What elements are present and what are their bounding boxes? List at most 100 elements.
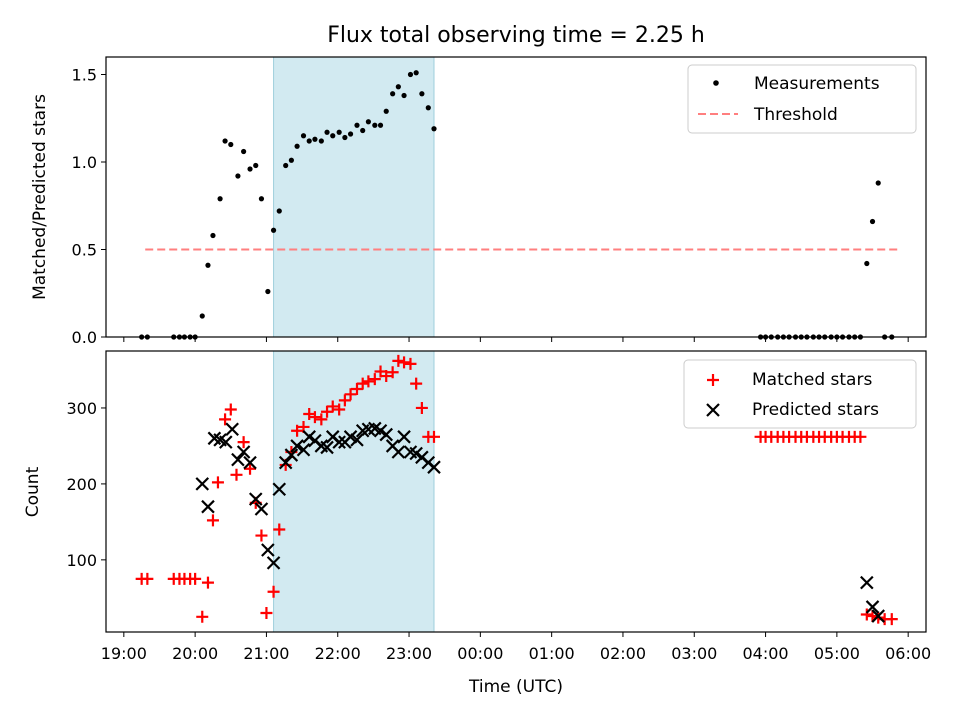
bottom-legend-box [683,359,917,429]
y-tick-label: 300 [66,399,97,418]
predicted-star-point [272,482,287,496]
measurement-point [419,91,425,97]
matched-star-point [230,468,243,481]
predicted-star-point [320,440,334,455]
bottom-x-ticks: 19:00 20:00 21:00 22:00 23:00 00:00 01:00 02:00… [101,632,931,663]
matched-star-point [404,357,417,370]
measurement-point [395,84,401,90]
chart-title: Flux total observing time = 2.25 h [327,23,705,48]
matched-star-point [392,354,405,367]
measurement-point [235,173,241,179]
measurement-point [347,131,354,137]
measurement-point [342,134,348,141]
x-tick-label: 20:00 [172,644,218,663]
predicted-star-point [219,435,233,449]
predicted-star-point [391,445,406,459]
y-tick-label: 1.0 [72,153,97,172]
matched-star-point [885,613,898,626]
measurement-point [222,138,228,144]
matched-star-point [141,572,154,585]
measurement-point [265,288,271,295]
predicted-star-point [243,455,257,470]
measurement-point [407,71,414,78]
y-tick-label: 0.5 [72,241,97,260]
measurement-point [312,136,318,142]
measurement-point [431,126,437,132]
bottom-legend: Matched stars Predicted stars [683,359,917,429]
predicted-star-point [865,600,880,614]
x-tick-label: 02:00 [600,644,646,663]
measurement-point [318,138,324,144]
measurement-point [247,166,253,172]
measurement-point [306,138,312,144]
bottom-points-layer [135,354,898,626]
matched-star-point [326,400,339,413]
matched-star-point [315,413,328,426]
x-tick-label: 23:00 [386,644,432,663]
predicted-star-point [860,575,874,590]
measurement-point [425,105,431,111]
matched-star-point [866,610,879,623]
x-tick-label: 21:00 [243,644,289,663]
predicted-star-point [397,430,411,444]
bottom-plot-frame [105,350,927,633]
predicted-star-point [236,445,251,459]
matched-star-point [219,413,232,426]
x-tick-label: 19:00 [101,644,147,663]
measurement-point [270,227,277,233]
top-panel: 0.0 0.5 1.0 1.5 Matched/Predicted stars Mea… [30,56,927,347]
predicted-star-point [254,502,269,516]
top-legend-box [687,64,917,134]
predicted-star-point [278,455,293,470]
measurement-point [300,133,307,139]
x-tick-label: 04:00 [743,644,789,663]
matched-star-point [206,514,219,527]
legend-predicted-marker [706,403,720,417]
bottom-panel: 100 200 300 19:00 20:00 21:00 22:00 23:00 00:00… [23,350,931,697]
measurement-point [205,262,211,268]
top-highlight-span [273,56,435,338]
matched-star-point [211,476,224,489]
matched-star-point [321,405,334,418]
legend-measurements-label: Measurements [754,74,880,94]
x-tick-label: 00:00 [457,644,503,663]
measurement-point [283,162,289,169]
matched-star-point [201,576,214,589]
bottom-y-ticks: 100 200 300 [66,399,106,570]
matched-star-point [410,377,423,390]
bottom-highlight-span [273,350,435,633]
predicted-star-point [296,442,311,457]
predicted-star-point [201,499,215,514]
measurement-point [253,162,259,169]
predicted-star-point [350,433,364,447]
matched-star-point [344,388,357,401]
measurement-point [401,92,407,99]
matched-star-point [333,403,346,416]
top-legend: Measurements Threshold [687,64,917,134]
predicted-star-point [284,448,299,462]
x-tick-label: 03:00 [671,644,717,663]
measurement-point [336,129,342,135]
matched-star-point [398,356,411,369]
measurement-point [228,141,234,148]
matched-star-point [244,462,257,475]
matched-star-point [267,585,280,598]
predicted-star-point [379,427,394,442]
measurement-point [383,108,389,114]
measurement-point [365,119,371,125]
measurement-point [241,148,247,155]
measurement-point [864,260,870,267]
matched-star-point [854,430,867,443]
legend-threshold-label: Threshold [753,105,838,125]
measurement-point [360,127,366,134]
y-tick-label: 100 [66,551,97,570]
matched-star-point [224,403,237,416]
predicted-star-point [225,422,239,437]
matched-star-point [308,411,321,424]
matched-star-point [237,436,250,449]
measurement-point [258,196,265,202]
measurement-point [288,157,294,163]
predicted-star-point [248,492,263,506]
x-tick-label: 06:00 [885,644,931,663]
x-tick-label: 22:00 [315,644,361,663]
